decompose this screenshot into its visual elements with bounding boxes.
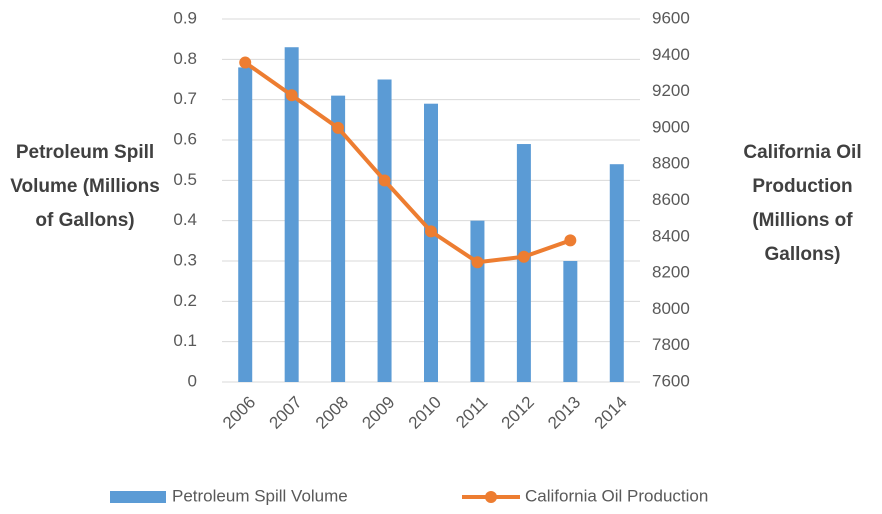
bar xyxy=(470,220,485,382)
y2-tick-label: 8200 xyxy=(652,263,690,282)
y-tick-label: 0.4 xyxy=(173,210,197,229)
line xyxy=(244,60,571,265)
y-tick-label: 0.7 xyxy=(173,89,197,108)
legend-marker xyxy=(485,491,497,503)
y2-tick-label: 9200 xyxy=(652,81,690,100)
y2-tick-label: 8000 xyxy=(652,299,690,318)
bar xyxy=(424,103,438,382)
y2-tick-label: 7600 xyxy=(652,371,690,390)
line-marker xyxy=(425,225,437,238)
y2-tick-label: 8800 xyxy=(652,154,690,173)
bar xyxy=(238,67,253,383)
bar xyxy=(284,47,299,382)
y-tick-label: 0.5 xyxy=(173,170,197,189)
y2-tick-label: 9600 xyxy=(652,8,690,27)
y2-tick-label: 8400 xyxy=(652,226,690,245)
y2-axis-title: California Oil Production (Millions of G… xyxy=(743,142,862,265)
legend-swatch xyxy=(110,491,166,503)
line-marker xyxy=(285,89,298,102)
bar xyxy=(609,164,624,382)
y2-tick-label: 7800 xyxy=(652,335,690,354)
y-tick-label: 0.2 xyxy=(173,291,197,310)
line-marker xyxy=(378,174,391,187)
bar xyxy=(331,95,346,382)
y-tick-label: 0.8 xyxy=(173,49,197,68)
line-marker xyxy=(239,56,252,69)
y-tick-label: 0.1 xyxy=(173,331,197,350)
legend-label: Petroleum Spill Volume xyxy=(172,486,348,505)
x-tick-label: 2014 xyxy=(591,393,631,433)
line-marker xyxy=(517,250,530,263)
legend-label: California Oil Production xyxy=(525,486,708,505)
bar xyxy=(377,79,392,382)
line-marker xyxy=(564,234,577,247)
x-tick-label: 2009 xyxy=(358,393,398,433)
x-tick-label: 2011 xyxy=(452,393,491,432)
y-tick-label: 0.9 xyxy=(173,8,197,27)
x-tick-label: 2010 xyxy=(405,393,445,433)
x-tick-label: 2007 xyxy=(265,393,305,433)
y2-tick-label: 9000 xyxy=(652,117,690,136)
y-tick-label: 0.3 xyxy=(173,250,197,269)
bar xyxy=(516,144,531,382)
y-axis-title: Petroleum Spill Volume (Millions of Gall… xyxy=(10,142,160,231)
y2-tick-label: 9400 xyxy=(652,45,690,64)
x-tick-label: 2006 xyxy=(219,393,259,433)
line-marker xyxy=(471,256,484,269)
y-tick-label: 0.6 xyxy=(173,129,197,148)
x-tick-label: 2013 xyxy=(544,393,584,433)
x-tick-label: 2012 xyxy=(498,393,538,433)
y-tick-label: 0 xyxy=(188,371,197,390)
line-marker xyxy=(332,121,345,134)
bar xyxy=(563,261,578,382)
x-tick-label: 2008 xyxy=(312,393,352,433)
y2-tick-label: 8600 xyxy=(652,190,690,209)
